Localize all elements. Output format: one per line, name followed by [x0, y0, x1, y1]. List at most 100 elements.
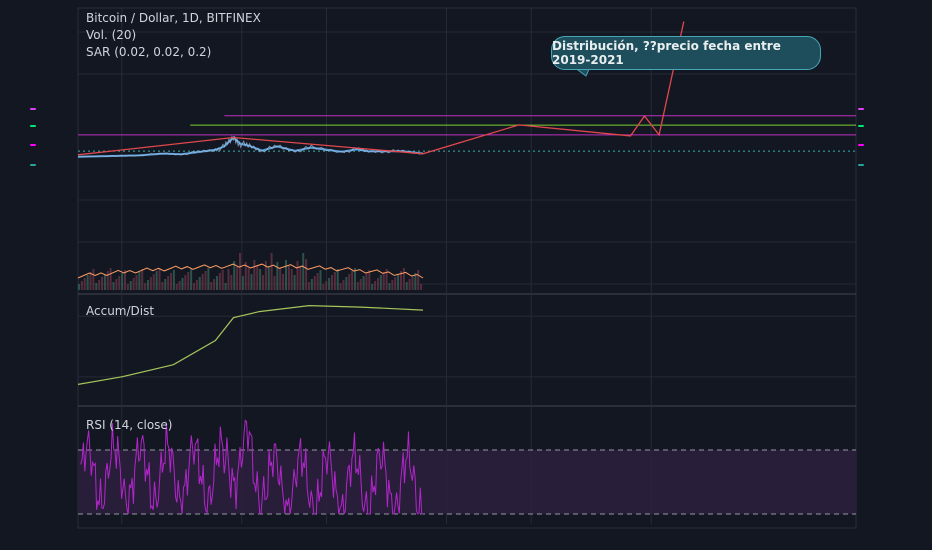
volume-bar — [126, 284, 129, 290]
volume-bar — [397, 274, 400, 290]
volume-bar — [250, 274, 253, 290]
volume-bar — [417, 270, 420, 290]
chart-title: Bitcoin / Dollar, 1D, BITFINEX — [86, 11, 261, 25]
volume-bar — [152, 274, 155, 290]
price-level-tag-left — [30, 144, 36, 146]
volume-bar — [385, 269, 388, 290]
chart-legend: Bitcoin / Dollar, 1D, BITFINEX Vol. (20)… — [86, 10, 261, 61]
volume-bar — [121, 273, 124, 290]
volume-bar — [247, 268, 250, 290]
volume-bar — [307, 282, 310, 290]
volume-bar — [368, 270, 371, 290]
indicator-volume[interactable]: Vol. (20) — [86, 28, 137, 42]
volume-bar — [80, 281, 83, 290]
volume-bar — [181, 278, 184, 290]
volume-bar — [336, 269, 339, 290]
volume-bar — [135, 275, 138, 290]
volume-bar — [198, 277, 201, 290]
volume-bar — [359, 279, 362, 290]
volume-bar — [414, 273, 417, 290]
plot-frame — [77, 7, 857, 529]
volume-bar — [141, 269, 144, 290]
volume-bar — [201, 274, 204, 290]
volume-bar — [290, 269, 293, 290]
volume-bar — [112, 282, 115, 290]
volume-bar — [115, 279, 118, 290]
volume-bar — [261, 275, 264, 290]
volume-bar — [333, 272, 336, 290]
volume-bar — [282, 274, 285, 290]
volume-bar — [310, 279, 313, 290]
volume-bar — [270, 253, 273, 290]
volume-bar — [210, 282, 213, 290]
indicator-sar[interactable]: SAR (0.02, 0.02, 0.2) — [86, 45, 212, 59]
volume-bar — [129, 281, 132, 290]
volume-bar — [402, 268, 405, 290]
wave-projection-line — [77, 21, 685, 156]
volume-bar — [89, 272, 92, 290]
volume-bar — [302, 253, 305, 290]
volume-bar — [167, 276, 170, 290]
volume-bar — [391, 280, 394, 290]
volume-bar — [103, 274, 106, 290]
volume-bar — [241, 276, 244, 290]
volume-bar — [100, 277, 103, 290]
volume-bar — [146, 280, 149, 290]
volume-bar — [178, 281, 181, 290]
volume-bar — [362, 276, 365, 290]
volume-bar — [138, 272, 141, 290]
volume-bar — [175, 284, 178, 290]
volume-bar — [78, 284, 80, 290]
volume-bar — [365, 273, 368, 290]
volume-bar — [388, 283, 391, 290]
volume-bar — [187, 272, 190, 290]
volume-bar — [299, 267, 302, 290]
volume-bar — [172, 270, 175, 290]
volume-bar — [348, 274, 351, 290]
accum-dist-line — [77, 304, 424, 385]
price-level-tag-right — [858, 108, 864, 110]
price-level-tag-right — [858, 125, 864, 127]
volume-bar — [195, 280, 198, 290]
volume-bar — [342, 280, 345, 290]
volume-bar — [405, 282, 408, 290]
volume-bar — [353, 268, 356, 290]
volume-bar — [192, 283, 195, 290]
volume-bar — [83, 278, 86, 290]
volume-bar — [227, 269, 230, 290]
price-level-tag-right — [858, 144, 864, 146]
volume-bar — [161, 282, 164, 290]
volume-bar — [322, 284, 325, 290]
volume-bar — [149, 277, 152, 290]
volume-bar — [273, 276, 276, 290]
volume-bar — [376, 278, 379, 290]
volume-bar — [109, 268, 112, 290]
volume-bar — [293, 275, 296, 290]
volume-bar — [92, 269, 95, 290]
volume-bar — [244, 262, 247, 290]
accum-dist-label: Accum/Dist — [86, 304, 155, 318]
volume-bar — [256, 266, 259, 290]
volume-bar — [371, 284, 374, 290]
volume-bar — [351, 271, 354, 290]
volume-bar — [339, 283, 342, 290]
volume-bar — [325, 281, 328, 290]
volume-bar — [296, 261, 299, 290]
volume-bar — [399, 271, 402, 290]
volume-bar — [164, 279, 167, 290]
volume-bar — [98, 280, 101, 290]
price-level-tag-left — [30, 108, 36, 110]
volume-bar — [106, 271, 109, 290]
volume-bar — [158, 268, 161, 290]
price-level-tag-left — [30, 125, 36, 127]
volume-bar — [267, 267, 270, 290]
volume-ma-line — [77, 263, 424, 279]
volume-bar — [184, 275, 187, 290]
volume-bar — [123, 270, 126, 290]
volume-bar — [382, 272, 385, 290]
volume-bar — [204, 271, 207, 290]
volume-bar — [411, 276, 414, 290]
price-level-tag-right — [858, 164, 864, 166]
